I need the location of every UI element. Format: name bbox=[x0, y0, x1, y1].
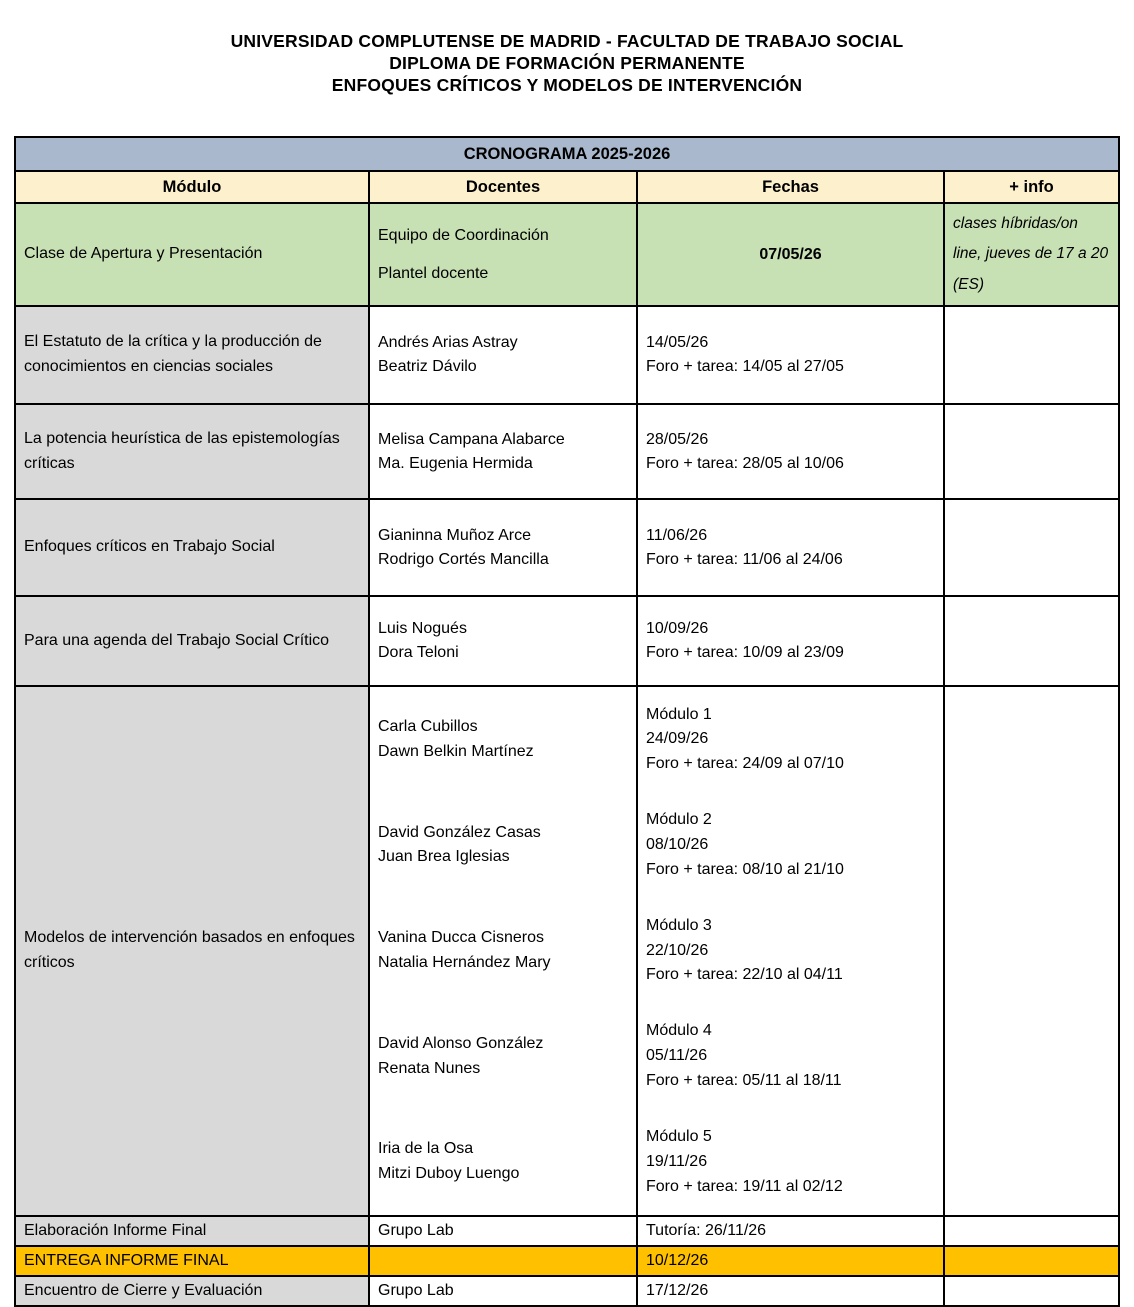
fechas-modulo-2: Módulo 2 08/10/26 Foro + tarea: 08/10 al… bbox=[646, 811, 844, 878]
row-modelos: Modelos de intervención basados en enfoq… bbox=[14, 685, 1120, 1217]
table-title: CRONOGRAMA 2025-2026 bbox=[14, 136, 1120, 172]
cell-fecha-elaboracion: Tutoría: 26/11/26 bbox=[636, 1215, 945, 1247]
cell-fechas-estatuto: 14/05/26 Foro + tarea: 14/05 al 27/05 bbox=[636, 305, 945, 405]
fechas-modulo-1: Módulo 1 24/09/26 Foro + tarea: 24/09 al… bbox=[646, 705, 844, 773]
cell-fecha-apertura: 07/05/26 bbox=[636, 202, 945, 307]
cell-info-elaboracion bbox=[943, 1215, 1120, 1247]
column-header-row: Módulo Docentes Fechas + info bbox=[14, 170, 1120, 204]
cell-info-agenda bbox=[943, 595, 1120, 687]
cell-info-modelos bbox=[943, 685, 1120, 1217]
cell-modulo-modelos: Modelos de intervención basados en enfoq… bbox=[14, 685, 370, 1217]
cell-info-encuentro bbox=[943, 1275, 1120, 1307]
cell-docentes-estatuto: Andrés Arias Astray Beatriz Dávilo bbox=[368, 305, 638, 405]
row-potencia: La potencia heurística de las epistemolo… bbox=[14, 403, 1120, 500]
document-title-line1: UNIVERSIDAD COMPLUTENSE DE MADRID - FACU… bbox=[230, 31, 904, 51]
row-enfoques: Enfoques críticos en Trabajo Social Gian… bbox=[14, 498, 1120, 597]
document-title-line3: ENFOQUES CRÍTICOS Y MODELOS DE INTERVENC… bbox=[331, 75, 803, 95]
docentes-modulo-4: David Alonso González Renata Nunes bbox=[378, 1034, 544, 1077]
fechas-modulo-4: Módulo 4 05/11/26 Foro + tarea: 05/11 al… bbox=[646, 1022, 842, 1089]
document-title-line2: DIPLOMA DE FORMACIÓN PERMANENTE bbox=[389, 53, 745, 73]
cell-modulo-agenda: Para una agenda del Trabajo Social Críti… bbox=[14, 595, 370, 687]
cell-fechas-potencia: 28/05/26 Foro + tarea: 28/05 al 10/06 bbox=[636, 403, 945, 500]
cell-fechas-enfoques: 11/06/26 Foro + tarea: 11/06 al 24/06 bbox=[636, 498, 945, 597]
docentes-modulo-1: Carla Cubillos Dawn Belkin Martínez bbox=[378, 718, 534, 760]
cell-info-apertura: clases híbridas/on line, jueves de 17 a … bbox=[943, 202, 1120, 307]
cell-info-estatuto bbox=[943, 305, 1120, 405]
cell-docentes-enfoques: Gianinna Muñoz Arce Rodrigo Cortés Manci… bbox=[368, 498, 638, 597]
row-entrega: ENTREGA INFORME FINAL 10/12/26 bbox=[14, 1245, 1120, 1277]
cell-modulo-potencia: La potencia heurística de las epistemolo… bbox=[14, 403, 370, 500]
col-header-fechas: Fechas bbox=[636, 170, 945, 204]
col-header-docentes: Docentes bbox=[368, 170, 638, 204]
docentes-modulo-2: David González Casas Juan Brea Iglesias bbox=[378, 823, 541, 866]
cell-modulo-apertura: Clase de Apertura y Presentación bbox=[14, 202, 370, 307]
col-header-info: + info bbox=[943, 170, 1120, 204]
cell-fecha-encuentro: 17/12/26 bbox=[636, 1275, 945, 1307]
table-title-row: CRONOGRAMA 2025-2026 bbox=[14, 136, 1120, 172]
cell-modulo-enfoques: Enfoques críticos en Trabajo Social bbox=[14, 498, 370, 597]
cell-docentes-encuentro: Grupo Lab bbox=[368, 1275, 638, 1307]
cell-modulo-elaboracion: Elaboración Informe Final bbox=[14, 1215, 370, 1247]
cell-docentes-agenda: Luis Nogués Dora Teloni bbox=[368, 595, 638, 687]
cell-modulo-estatuto: El Estatuto de la crítica y la producció… bbox=[14, 305, 370, 405]
row-estatuto: El Estatuto de la crítica y la producció… bbox=[14, 305, 1120, 405]
document-title: UNIVERSIDAD COMPLUTENSE DE MADRID - FACU… bbox=[0, 0, 1134, 96]
cell-docentes-potencia: Melisa Campana Alabarce Ma. Eugenia Herm… bbox=[368, 403, 638, 500]
fechas-modulo-5: Módulo 5 19/11/26 Foro + tarea: 19/11 al… bbox=[646, 1127, 843, 1195]
fechas-modulo-3: Módulo 3 22/10/26 Foro + tarea: 22/10 al… bbox=[646, 916, 843, 984]
row-agenda: Para una agenda del Trabajo Social Críti… bbox=[14, 595, 1120, 687]
cell-docentes-modelos: Carla Cubillos Dawn Belkin Martínez Davi… bbox=[368, 685, 638, 1217]
row-encuentro: Encuentro de Cierre y Evaluación Grupo L… bbox=[14, 1275, 1120, 1307]
row-elaboracion: Elaboración Informe Final Grupo Lab Tuto… bbox=[14, 1215, 1120, 1247]
docentes-modulo-5: Iria de la Osa Mitzi Duboy Luengo bbox=[378, 1140, 520, 1183]
cronograma-table: CRONOGRAMA 2025-2026 Módulo Docentes Fec… bbox=[14, 136, 1120, 1307]
cell-docentes-elaboracion: Grupo Lab bbox=[368, 1215, 638, 1247]
cell-info-entrega bbox=[943, 1245, 1120, 1277]
col-header-modulo: Módulo bbox=[14, 170, 370, 204]
cell-docentes-entrega bbox=[368, 1245, 638, 1277]
cell-docentes-apertura: Equipo de Coordinación Plantel docente bbox=[368, 202, 638, 307]
cell-fecha-entrega: 10/12/26 bbox=[636, 1245, 945, 1277]
cell-info-enfoques bbox=[943, 498, 1120, 597]
docentes-modulo-3: Vanina Ducca Cisneros Natalia Hernández … bbox=[378, 929, 551, 971]
cell-modulo-encuentro: Encuentro de Cierre y Evaluación bbox=[14, 1275, 370, 1307]
cell-fechas-modelos: Módulo 1 24/09/26 Foro + tarea: 24/09 al… bbox=[636, 685, 945, 1217]
cell-modulo-entrega: ENTREGA INFORME FINAL bbox=[14, 1245, 370, 1277]
cell-fechas-agenda: 10/09/26 Foro + tarea: 10/09 al 23/09 bbox=[636, 595, 945, 687]
cell-info-potencia bbox=[943, 403, 1120, 500]
row-apertura: Clase de Apertura y Presentación Equipo … bbox=[14, 202, 1120, 307]
